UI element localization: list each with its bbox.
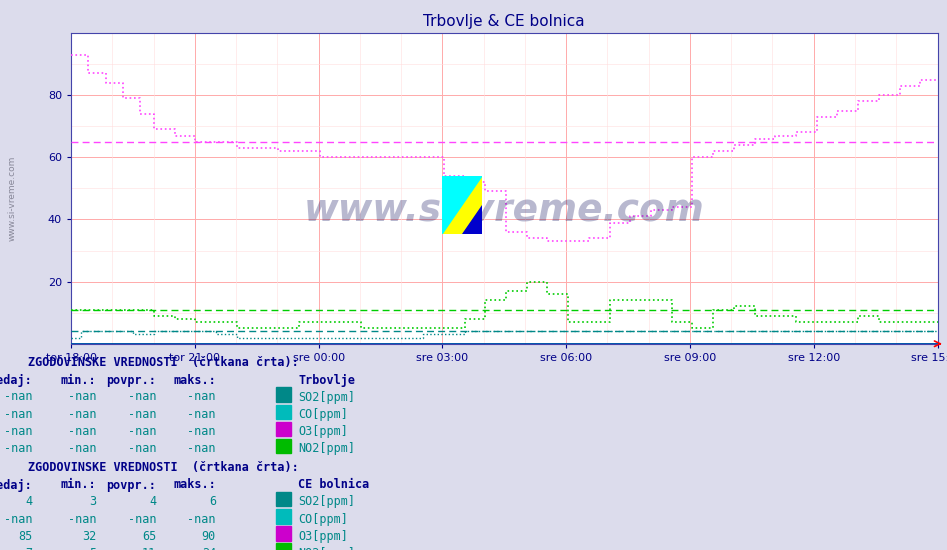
Text: -nan: -nan (128, 390, 156, 404)
Text: CO[ppm]: CO[ppm] (298, 408, 348, 421)
Text: CE bolnica: CE bolnica (298, 478, 369, 492)
Text: -nan: -nan (68, 442, 97, 455)
Text: 24: 24 (202, 547, 216, 550)
Text: -nan: -nan (128, 513, 156, 526)
Text: povpr.:: povpr.: (106, 374, 156, 387)
Text: -nan: -nan (188, 442, 216, 455)
Polygon shape (442, 176, 482, 234)
Text: 65: 65 (142, 530, 156, 543)
Text: -nan: -nan (188, 408, 216, 421)
Text: SO2[ppm]: SO2[ppm] (298, 495, 355, 508)
Title: Trbovlje & CE bolnica: Trbovlje & CE bolnica (423, 14, 585, 29)
Text: www.si-vreme.com: www.si-vreme.com (304, 192, 705, 228)
Text: -nan: -nan (4, 408, 32, 421)
Text: -nan: -nan (68, 425, 97, 438)
Text: 11: 11 (142, 547, 156, 550)
Text: -nan: -nan (128, 408, 156, 421)
Text: O3[ppm]: O3[ppm] (298, 425, 348, 438)
Text: -nan: -nan (68, 390, 97, 404)
Text: min.:: min.: (61, 374, 97, 387)
Text: 4: 4 (25, 495, 32, 508)
Text: -nan: -nan (128, 442, 156, 455)
Text: maks.:: maks.: (173, 374, 216, 387)
Text: 6: 6 (208, 495, 216, 508)
Text: CO[ppm]: CO[ppm] (298, 513, 348, 526)
Polygon shape (462, 205, 482, 234)
Text: -nan: -nan (128, 425, 156, 438)
Text: 5: 5 (89, 547, 97, 550)
Text: -nan: -nan (4, 442, 32, 455)
Text: ZGODOVINSKE VREDNOSTI  (črtkana črta):: ZGODOVINSKE VREDNOSTI (črtkana črta): (28, 461, 299, 474)
Text: -nan: -nan (188, 425, 216, 438)
Polygon shape (442, 176, 482, 234)
Text: SO2[ppm]: SO2[ppm] (298, 390, 355, 404)
Text: O3[ppm]: O3[ppm] (298, 530, 348, 543)
Text: -nan: -nan (4, 513, 32, 526)
Text: -nan: -nan (68, 408, 97, 421)
Text: NO2[ppm]: NO2[ppm] (298, 442, 355, 455)
Text: 32: 32 (82, 530, 97, 543)
Text: www.si-vreme.com: www.si-vreme.com (8, 155, 17, 241)
Text: Trbovlje: Trbovlje (298, 374, 355, 387)
Text: min.:: min.: (61, 478, 97, 492)
Text: -nan: -nan (188, 390, 216, 404)
Text: -nan: -nan (4, 390, 32, 404)
Text: sedaj:: sedaj: (0, 374, 32, 387)
Text: 4: 4 (149, 495, 156, 508)
Text: povpr.:: povpr.: (106, 478, 156, 492)
Text: 3: 3 (89, 495, 97, 508)
Text: -nan: -nan (68, 513, 97, 526)
Text: -nan: -nan (188, 513, 216, 526)
Text: 7: 7 (25, 547, 32, 550)
Text: 90: 90 (202, 530, 216, 543)
Text: ZGODOVINSKE VREDNOSTI  (črtkana črta):: ZGODOVINSKE VREDNOSTI (črtkana črta): (28, 356, 299, 370)
Text: 85: 85 (18, 530, 32, 543)
Text: -nan: -nan (4, 425, 32, 438)
Text: sedaj:: sedaj: (0, 478, 32, 492)
Text: NO2[ppm]: NO2[ppm] (298, 547, 355, 550)
Text: maks.:: maks.: (173, 478, 216, 492)
